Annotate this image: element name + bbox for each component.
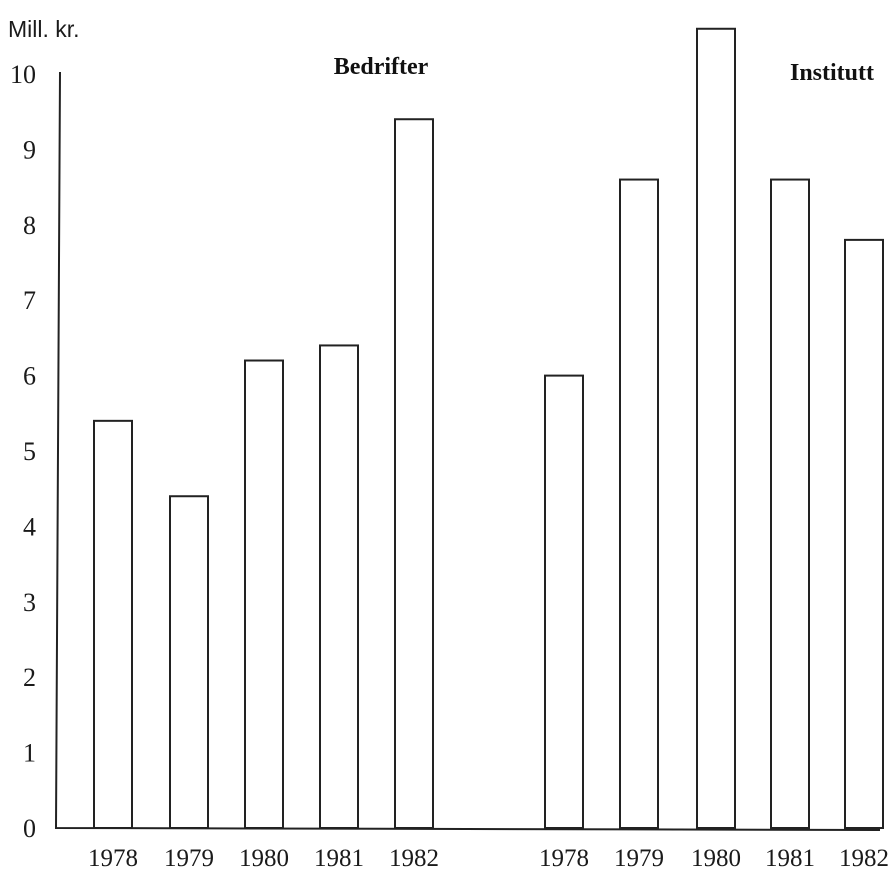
- bar-institutt-1979: [619, 178, 659, 829]
- y-tick-label-4: 4: [23, 512, 36, 541]
- x-tick-label-institutt-1981: 1981: [765, 845, 815, 870]
- y-axis-ticks: 0 1 2 3 4 5 6 7 8 9 10: [10, 60, 36, 843]
- group-title-bedrifter: Bedrifter: [334, 54, 429, 80]
- x-tick-label-bedrifter-1979: 1979: [164, 845, 214, 870]
- bar-bedrifter-1979: [169, 495, 209, 829]
- bar-institutt-1978: [544, 374, 584, 829]
- x-tick-label-institutt-1980: 1980: [691, 845, 741, 870]
- bars: [93, 27, 884, 830]
- y-tick-label-7: 7: [23, 286, 36, 315]
- group-titles: Bedrifter Institutt: [334, 54, 874, 86]
- bar-bedrifter-1981: [319, 344, 359, 829]
- y-tick-label-2: 2: [23, 663, 36, 692]
- y-tick-label-0: 0: [23, 814, 36, 843]
- axes: [54, 71, 881, 831]
- y-axis-unit-label: Mill. kr.: [8, 16, 80, 42]
- y-tick-label-8: 8: [23, 211, 36, 240]
- x-tick-label-institutt-1978: 1978: [539, 845, 589, 870]
- bar-bedrifter-1980: [244, 359, 284, 829]
- bar-bedrifter-1978: [93, 419, 133, 829]
- y-tick-label-10: 10: [10, 60, 36, 89]
- y-tick-label-3: 3: [23, 588, 36, 617]
- x-axis-ticks: 1978 1979 1980 1981 1982 1978 1979 1980 1981 1982: [88, 845, 888, 870]
- x-tick-label-bedrifter-1981: 1981: [314, 845, 364, 870]
- x-tick-label-bedrifter-1980: 1980: [239, 845, 289, 870]
- x-tick-label-bedrifter-1982: 1982: [389, 845, 439, 870]
- bar-institutt-1982: [844, 238, 884, 829]
- y-tick-label-9: 9: [23, 135, 36, 164]
- bar-institutt-1981: [770, 178, 810, 829]
- group-title-institutt: Institutt: [790, 60, 874, 86]
- x-tick-label-institutt-1982: 1982: [839, 845, 888, 870]
- x-tick-label-bedrifter-1978: 1978: [88, 845, 138, 870]
- bar-institutt-1980: [696, 27, 736, 829]
- x-tick-label-institutt-1979: 1979: [614, 845, 664, 870]
- bar-bedrifter-1982: [394, 118, 434, 830]
- y-tick-label-1: 1: [23, 739, 36, 768]
- y-tick-label-6: 6: [23, 362, 36, 391]
- y-tick-label-5: 5: [23, 437, 36, 466]
